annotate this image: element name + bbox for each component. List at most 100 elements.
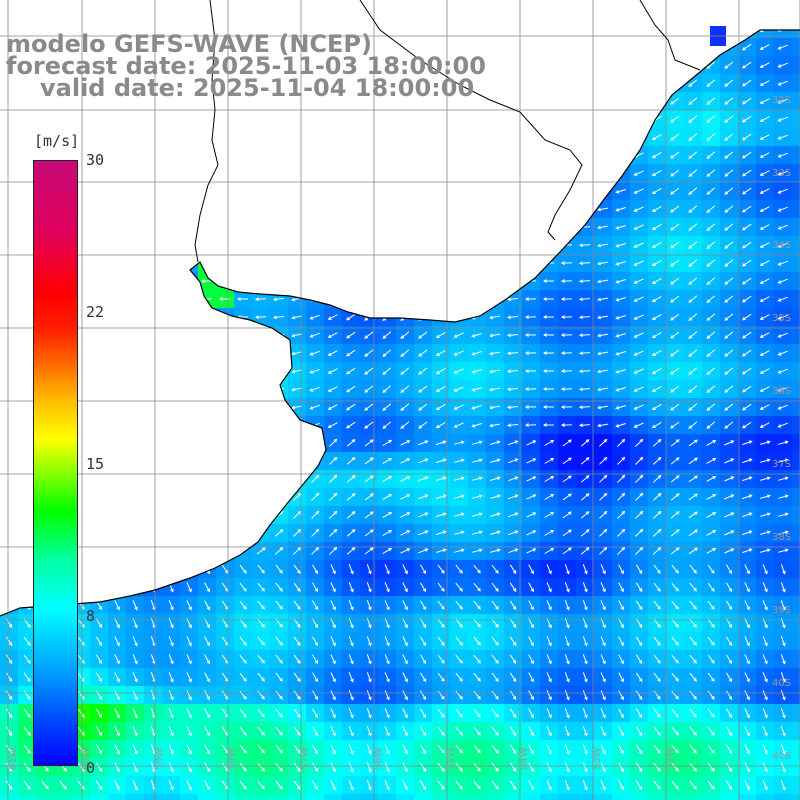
wind-speed-cell xyxy=(126,182,145,201)
wind-arrow xyxy=(760,170,770,176)
wind-arrow-head xyxy=(82,530,87,534)
wind-arrow xyxy=(183,225,195,229)
wind-arrow-head xyxy=(218,207,223,211)
wind-arrow-head xyxy=(94,245,99,249)
wind-arrow xyxy=(760,98,770,104)
wind-arrow xyxy=(112,367,122,375)
wind-speed-cell xyxy=(594,38,613,57)
wind-arrow xyxy=(184,495,194,499)
wind-arrow-head xyxy=(309,244,314,248)
wind-arrow-head xyxy=(272,279,277,284)
wind-speed-cell xyxy=(162,254,181,273)
wind-arrow-head xyxy=(236,171,241,175)
wind-arrow-head xyxy=(182,279,188,284)
wind-arrow xyxy=(130,332,140,338)
wind-arrow-head xyxy=(279,474,284,479)
wind-arrow xyxy=(652,169,662,177)
wind-arrow xyxy=(22,278,32,284)
wind-arrow-head xyxy=(129,316,134,320)
wind-arrow-head xyxy=(327,172,332,176)
wind-arrow-head xyxy=(453,118,458,122)
wind-arrow-head xyxy=(291,153,296,158)
wind-arrow-head xyxy=(542,63,547,67)
wind-arrow xyxy=(706,169,716,177)
wind-arrow xyxy=(507,190,519,192)
wind-arrow-head xyxy=(578,189,583,194)
wind-arrow-head xyxy=(244,439,249,444)
wind-arrow-head xyxy=(418,155,422,159)
wind-speed-cell xyxy=(432,146,451,165)
wind-speed-cell xyxy=(180,416,199,435)
wind-arrow-head xyxy=(272,135,277,140)
wind-speed-cell xyxy=(342,236,361,255)
wind-arrow-head xyxy=(724,47,729,51)
wind-arrow-head xyxy=(94,209,99,213)
wind-speed-cell xyxy=(666,56,685,75)
wind-arrow xyxy=(293,475,301,483)
wind-speed-cell xyxy=(180,524,199,543)
wind-arrow xyxy=(76,151,86,159)
wind-arrow xyxy=(201,118,213,120)
wind-arrow-head xyxy=(147,424,152,428)
wind-speed-cell xyxy=(162,488,181,507)
wind-arrow xyxy=(238,529,248,537)
wind-arrow-head xyxy=(400,155,405,159)
wind-arrow xyxy=(580,29,590,30)
wind-speed-cell xyxy=(90,524,109,543)
wind-arrow-head xyxy=(688,83,693,87)
wind-arrow-head xyxy=(471,297,476,302)
wind-arrow xyxy=(186,564,192,574)
wind-arrow xyxy=(94,512,104,518)
wind-arrow-head xyxy=(236,387,241,391)
wind-arrow-head xyxy=(651,100,656,105)
wind-arrow-head xyxy=(471,225,476,230)
wind-speed-cell xyxy=(72,794,91,800)
wind-speed-cell xyxy=(0,470,19,489)
wind-speed-cell xyxy=(180,452,199,471)
wind-speed-cell xyxy=(432,254,451,273)
wind-arrow-head xyxy=(3,172,8,176)
wind-arrow-head xyxy=(542,99,547,103)
wind-arrow-head xyxy=(560,63,565,67)
wind-speed-cell xyxy=(792,326,800,345)
wind-speed-cell xyxy=(108,308,127,327)
wind-speed-cell xyxy=(198,506,217,525)
wind-arrow xyxy=(183,423,195,427)
wind-arrow-head xyxy=(118,548,123,552)
wind-speed-cell xyxy=(288,254,307,273)
wind-speed-cell xyxy=(324,794,343,800)
wind-arrow xyxy=(4,314,14,320)
wind-arrow xyxy=(418,187,428,195)
wind-arrow-head xyxy=(200,315,205,320)
wind-speed-cell xyxy=(594,56,613,75)
wind-arrow-head xyxy=(272,405,277,410)
wind-arrow-head xyxy=(560,99,565,103)
wind-arrow xyxy=(256,475,266,483)
wind-speed-cell xyxy=(486,272,505,291)
wind-arrow-head xyxy=(345,172,350,177)
wind-speed-cell xyxy=(468,290,487,309)
wind-speed-cell xyxy=(126,308,145,327)
wind-speed-cell xyxy=(792,488,800,507)
wind-arrow-head xyxy=(27,546,32,551)
wind-arrow xyxy=(130,441,140,445)
wind-speed-cell xyxy=(378,146,397,165)
wind-arrow-head xyxy=(165,351,170,356)
wind-speed-cell xyxy=(342,164,361,183)
wind-speed-cell xyxy=(216,506,235,525)
wind-speed-cell xyxy=(144,524,163,543)
wind-speed-cell xyxy=(342,182,361,201)
wind-speed-cell xyxy=(324,254,343,273)
wind-speed-cell xyxy=(180,542,199,561)
wind-speed-cell xyxy=(396,308,415,327)
wind-arrow xyxy=(364,133,374,141)
wind-speed-cell xyxy=(792,398,800,417)
wind-arrow xyxy=(130,242,140,248)
wind-arrow-head xyxy=(759,30,764,32)
wind-arrow xyxy=(94,277,104,285)
wind-speed-cell xyxy=(288,218,307,237)
wind-speed-cell xyxy=(108,182,127,201)
wind-speed-cell xyxy=(306,452,325,471)
wind-arrow xyxy=(273,405,285,409)
wind-speed-cell xyxy=(360,254,379,273)
